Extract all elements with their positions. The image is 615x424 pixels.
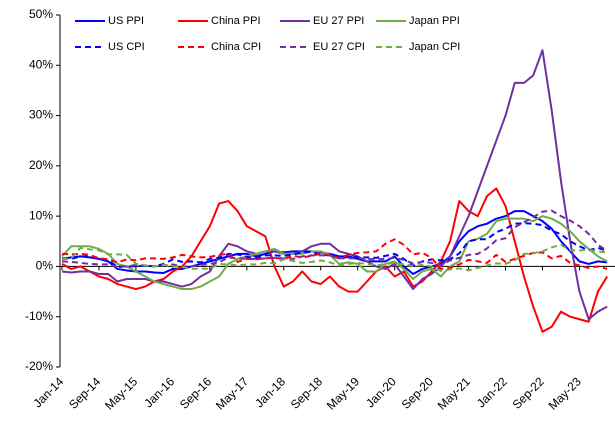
legend: US PPI China PPI EU 27 PPI Japan PPI US CPI C… — [75, 15, 460, 53]
legend-label: China PPI — [211, 15, 261, 27]
x-tick-label: Jan-14 — [31, 374, 67, 410]
x-tick-label: May-15 — [102, 374, 140, 412]
x-tick-label: Sep-20 — [399, 374, 436, 411]
legend-label: EU 27 PPI — [313, 15, 364, 27]
legend-label: US CPI — [108, 41, 145, 53]
legend-label: US PPI — [108, 15, 144, 27]
x-tick-label: Sep-14 — [66, 374, 103, 411]
axes: -20%-10%0%10%20%30%40%50%Jan-14 Sep-14May… — [25, 7, 615, 413]
y-tick-label: 20% — [29, 158, 53, 172]
x-tick-label: Sep-16 — [177, 374, 214, 411]
x-tick-label: Sep-18 — [288, 374, 325, 411]
x-tick-label: Jan-22 — [474, 374, 510, 410]
x-tick-label: Jan-16 — [141, 374, 177, 410]
x-tick-label: Jan-20 — [363, 374, 399, 410]
series-line — [61, 187, 609, 333]
legend-label: China CPI — [211, 41, 261, 53]
series-line — [61, 243, 608, 272]
y-tick-label: 30% — [29, 108, 53, 122]
y-tick-label: 40% — [29, 57, 53, 71]
y-tick-label: 50% — [29, 7, 53, 21]
y-tick-label: 10% — [29, 208, 53, 222]
legend-label: Japan PPI — [409, 15, 460, 27]
x-tick-label: May-19 — [324, 374, 362, 412]
x-tick-label: Jan-18 — [252, 374, 288, 410]
lines — [61, 49, 609, 333]
y-tick-label: -10% — [25, 309, 53, 323]
legend-label: EU 27 CPI — [313, 41, 365, 53]
series-line — [61, 215, 608, 291]
y-tick-label: 0% — [36, 259, 54, 273]
x-tick-label: May-17 — [213, 374, 251, 412]
legend-label: Japan CPI — [409, 41, 460, 53]
x-tick-label: Sep-22 — [510, 374, 547, 411]
x-tick-label: May-21 — [435, 374, 473, 412]
y-tick-label: -20% — [25, 359, 53, 373]
series-line — [61, 210, 608, 275]
x-tick-label: May-23 — [546, 374, 584, 412]
